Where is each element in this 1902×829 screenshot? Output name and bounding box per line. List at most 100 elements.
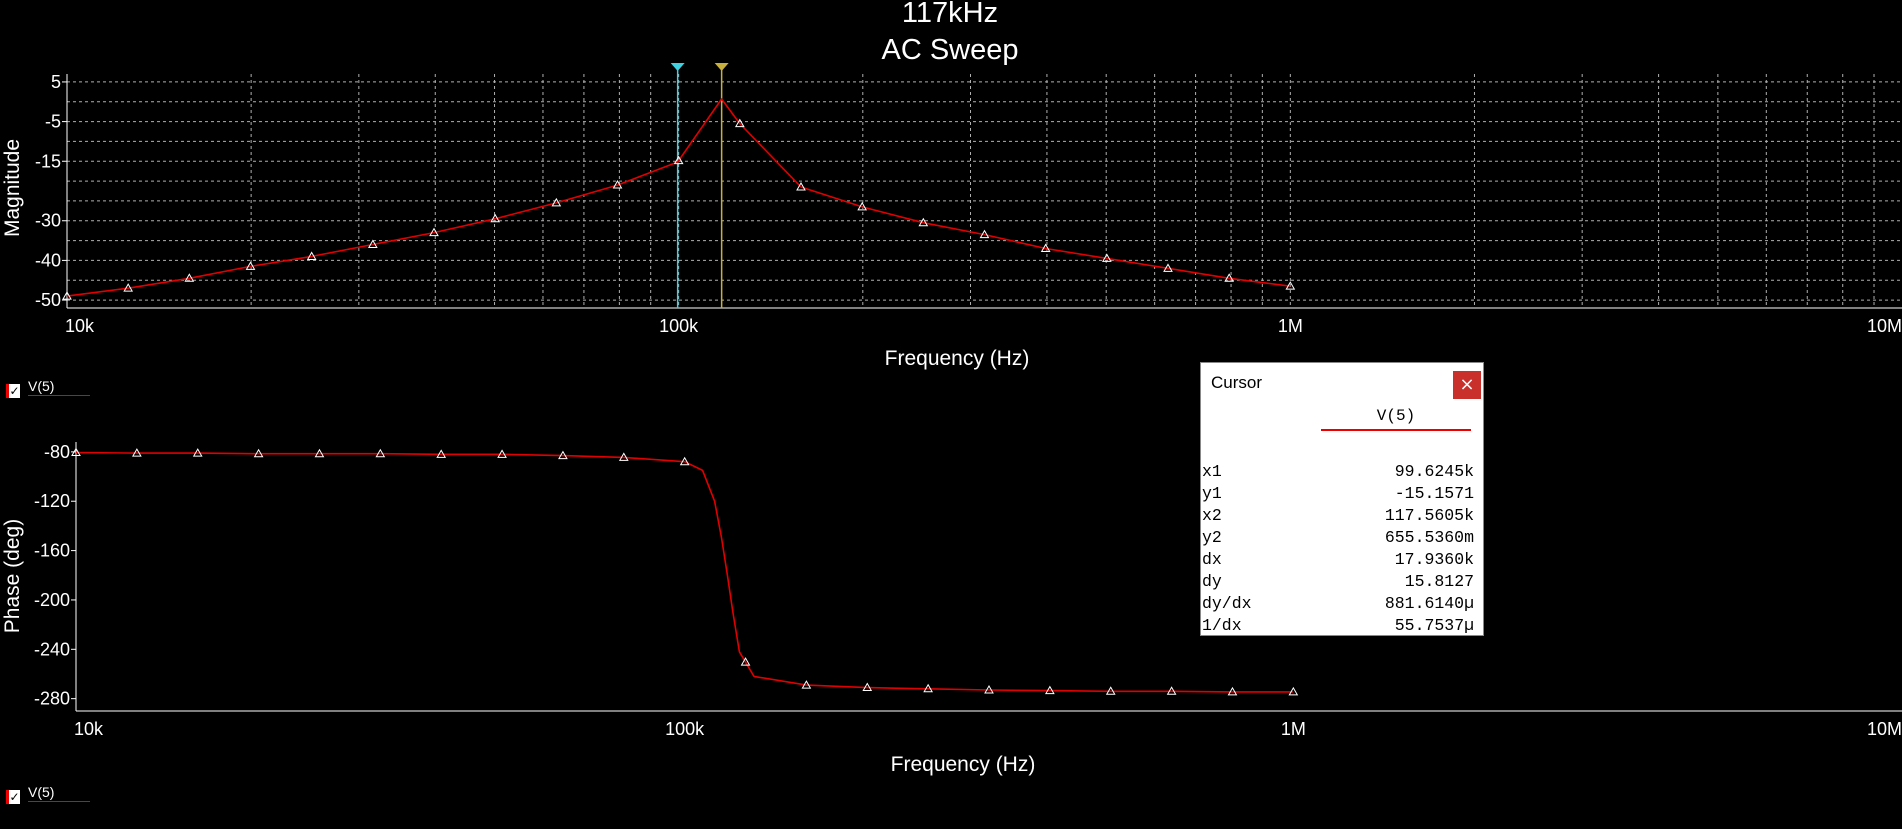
data-point-marker: [918, 217, 929, 227]
y-tick-label: -15: [35, 151, 61, 171]
data-point-marker: [857, 201, 868, 211]
data-point-marker: [62, 291, 72, 300]
x-tick-label: 1M: [1278, 316, 1303, 336]
data-point-marker: [923, 683, 933, 693]
data-point-marker: [436, 449, 447, 458]
phase-xlabel: Frequency (Hz): [891, 753, 1036, 776]
cursor-readout-label: x1: [1202, 462, 1222, 481]
legend-series-line: [28, 395, 90, 396]
data-point-marker: [1163, 263, 1173, 272]
data-point-marker: [1224, 273, 1235, 282]
data-point-marker: [862, 682, 873, 692]
cursor-readout-row: dy/dx 881.6140µ: [1201, 593, 1483, 615]
phase-plot[interactable]: 10k 100k 1M 10M -80 -120 -160 -200 -240 -280: [34, 442, 1902, 739]
legend-series-label: V(5): [28, 378, 55, 394]
data-point-marker: [551, 197, 562, 207]
data-point-marker: [1288, 686, 1299, 696]
magnitude-xlabel: Frequency (Hz): [885, 347, 1030, 370]
data-point-marker: [429, 227, 439, 237]
magnitude-ylabel: Magnitude: [1, 139, 24, 237]
data-point-marker: [314, 448, 325, 458]
cursor-marker-x1: [670, 63, 685, 71]
data-point-marker: [679, 456, 690, 466]
cursor-readout-row: y1 -15.1571: [1201, 483, 1483, 505]
data-point-marker: [1285, 281, 1296, 290]
cursor-readout-value: 15.8127: [1404, 572, 1474, 591]
data-point-marker: [740, 657, 751, 666]
data-point-marker: [132, 448, 142, 457]
y-tick-label: -120: [34, 491, 70, 511]
cursor-readout-value: 655.5360m: [1384, 528, 1474, 547]
cursor-readout-label: dy/dx: [1202, 594, 1252, 613]
data-point-marker: [184, 273, 195, 282]
cursor-readout-row: dy 15.8127: [1201, 571, 1483, 593]
cursor-readout-row: x2 117.5605k: [1201, 505, 1483, 527]
data-point-marker: [979, 229, 990, 239]
data-point-marker: [618, 452, 629, 461]
phase-ylabel: Phase (deg): [1, 519, 24, 633]
data-point-marker: [1040, 243, 1051, 253]
y-tick-label: -240: [34, 639, 70, 659]
cursor-readout-table: x1 99.6245k y1 -15.1571 x2 117.5605k y2 655.…: [1201, 461, 1483, 637]
chart-title: 117kHz: [902, 0, 998, 29]
y-tick-label: 5: [51, 72, 61, 92]
cursor-readout-label: 1/dx: [1202, 616, 1242, 635]
data-point-marker: [801, 680, 812, 689]
y-tick-label: -200: [34, 590, 70, 610]
x-tick-label: 10M: [1867, 719, 1902, 739]
data-point-marker: [490, 213, 501, 223]
data-point-marker: [253, 448, 264, 458]
cursor-window-title: Cursor: [1211, 373, 1263, 392]
cursor-readout-value: 55.7537µ: [1394, 616, 1474, 635]
cursor-readout-value: 881.6140µ: [1384, 594, 1474, 613]
data-point-marker: [673, 155, 684, 165]
data-point-marker: [1105, 686, 1116, 695]
data-point-marker: [1166, 686, 1177, 695]
cursor-readout-row: y2 655.5360m: [1201, 527, 1483, 549]
cursor-readout-value: 117.5605k: [1384, 506, 1474, 525]
cursor-series-header: V(5): [1321, 407, 1471, 431]
cursor-marker-x2: [714, 63, 729, 71]
data-point-marker: [734, 118, 745, 128]
x-tick-label: 10M: [1867, 316, 1902, 336]
cursor-readout-label: dx: [1202, 550, 1222, 569]
data-point-marker: [375, 448, 386, 458]
x-tick-label: 100k: [665, 719, 705, 739]
x-tick-label: 10k: [74, 719, 104, 739]
cursor-window: Cursor × V(5) x1 99.6245k y1 -15.1571 x2 11…: [1200, 362, 1484, 636]
data-point-marker: [306, 251, 317, 260]
cursor-readout-label: y2: [1202, 528, 1222, 547]
cursor-readout-value: 99.6245k: [1394, 462, 1474, 481]
data-point-marker: [367, 239, 378, 249]
legend-series-line: [28, 801, 90, 802]
cursor-readout-value: -15.1571: [1394, 484, 1474, 503]
close-icon[interactable]: ×: [1453, 371, 1481, 399]
data-point-marker: [497, 449, 507, 458]
cursor-readout-row: 1/dx 55.7537µ: [1201, 615, 1483, 637]
data-point-marker: [984, 685, 994, 694]
data-point-marker: [245, 261, 256, 270]
data-point-marker: [71, 447, 81, 456]
cursor-readout-row: x1 99.6245k: [1201, 461, 1483, 483]
y-tick-label: -80: [44, 442, 70, 462]
series-line: [75, 451, 1294, 693]
data-point-marker: [1101, 253, 1112, 262]
v5-visibility-checkbox[interactable]: ✓: [6, 384, 20, 398]
chart-subtitle: AC Sweep: [881, 34, 1018, 66]
y-tick-label: -50: [35, 290, 61, 310]
cursor-readout-label: x2: [1202, 506, 1222, 525]
data-point-marker: [796, 182, 806, 191]
y-tick-label: -5: [45, 112, 61, 132]
data-point-marker: [1045, 685, 1055, 695]
series-line: [66, 98, 1291, 297]
y-tick-label: -30: [35, 211, 61, 231]
magnitude-plot[interactable]: 10k 100k 1M 10M 5 -5 -15 -30 -40 -50: [35, 63, 1902, 336]
data-point-marker: [123, 283, 134, 292]
y-tick-label: -160: [34, 541, 70, 561]
magnitude-legend: ✓ V(5): [0, 378, 100, 400]
data-point-marker: [612, 180, 623, 189]
cursor-readout-label: y1: [1202, 484, 1222, 503]
y-tick-label: -280: [34, 689, 70, 709]
v5-visibility-checkbox[interactable]: ✓: [6, 790, 20, 804]
